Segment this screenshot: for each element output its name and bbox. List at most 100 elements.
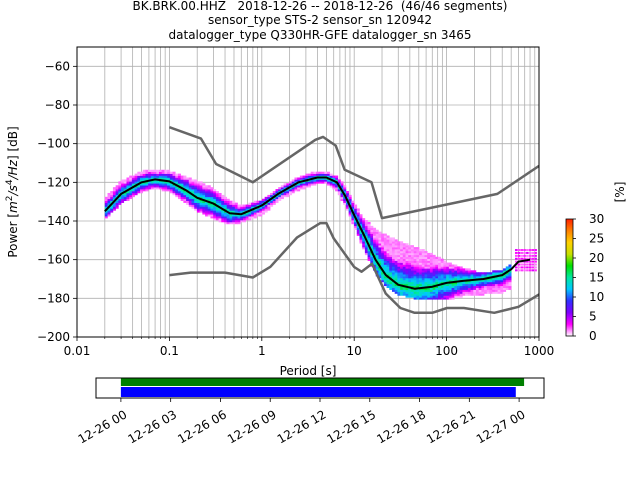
histogram-cell — [126, 179, 130, 182]
histogram-cell — [410, 252, 414, 256]
histogram-cell — [440, 276, 444, 279]
histogram-cell — [497, 276, 501, 279]
histogram-cell — [142, 187, 146, 190]
histogram-cell — [419, 283, 423, 287]
histogram-cell — [381, 279, 385, 283]
histogram-cell — [459, 276, 463, 279]
histogram-cell — [373, 250, 377, 254]
histogram-cell — [389, 262, 393, 265]
histogram-cell — [429, 252, 433, 256]
histogram-cell — [391, 285, 395, 288]
histogram-cell — [421, 272, 425, 275]
histogram-cell — [169, 187, 173, 190]
histogram-cell — [196, 202, 200, 205]
histogram-cell — [500, 270, 504, 273]
histogram-cell — [118, 181, 122, 184]
histogram-cell — [115, 206, 119, 209]
histogram-cell — [410, 281, 414, 285]
histogram-cell — [391, 249, 395, 252]
histogram-cell — [438, 297, 442, 300]
histogram-cell — [142, 171, 146, 174]
histogram-cell — [172, 181, 176, 184]
histogram-cell — [478, 283, 482, 287]
histogram-cell — [186, 192, 190, 196]
colorbar-tick-label: 15 — [589, 271, 604, 285]
histogram-cell — [400, 274, 404, 277]
histogram-cell — [289, 187, 293, 190]
histogram-cell — [416, 250, 420, 254]
histogram-cell — [378, 256, 382, 259]
histogram-cell — [370, 237, 374, 240]
histogram-cell — [440, 289, 444, 292]
histogram-cell — [145, 187, 149, 190]
histogram-cell — [186, 187, 190, 190]
histogram-cell — [148, 171, 152, 174]
histogram-cell — [226, 218, 230, 221]
histogram-cell — [134, 181, 138, 184]
histogram-cell — [454, 281, 458, 285]
histogram-cell — [289, 183, 293, 186]
histogram-cell — [416, 254, 420, 258]
histogram-cell — [318, 177, 322, 180]
histogram-cell — [408, 291, 412, 294]
histogram-cell — [140, 187, 144, 190]
histogram-cell — [427, 272, 431, 275]
histogram-cell — [457, 274, 461, 277]
histogram-cell — [205, 210, 209, 213]
histogram-cell — [467, 281, 471, 285]
histogram-cell — [520, 269, 524, 272]
histogram-cell — [370, 233, 374, 236]
histogram-cell — [475, 283, 479, 287]
histogram-cell — [408, 260, 412, 263]
histogram-cell — [421, 289, 425, 292]
histogram-cell — [446, 266, 450, 269]
histogram-cell — [335, 177, 339, 180]
histogram-cell — [169, 171, 173, 174]
histogram-cell — [492, 279, 496, 283]
histogram-cell — [218, 212, 222, 215]
histogram-cell — [259, 208, 263, 211]
histogram-cell — [345, 196, 349, 200]
histogram-cell — [432, 274, 436, 277]
histogram-cell — [180, 198, 184, 201]
histogram-cell — [278, 189, 282, 192]
histogram-cell — [517, 251, 521, 254]
histogram-cell — [419, 258, 423, 261]
histogram-cell — [531, 263, 535, 266]
histogram-cell — [424, 276, 428, 279]
histogram-cell — [302, 183, 306, 186]
histogram-cell — [381, 245, 385, 248]
histogram-cell — [473, 270, 477, 273]
histogram-cell — [316, 177, 320, 180]
histogram-cell — [229, 210, 233, 213]
histogram-cell — [310, 175, 314, 178]
histogram-cell — [145, 189, 149, 192]
histogram-cell — [256, 214, 260, 217]
histogram-cell — [234, 214, 238, 217]
histogram-cell — [523, 266, 526, 269]
histogram-cell — [183, 185, 187, 188]
histogram-cell — [402, 247, 406, 250]
histogram-cell — [508, 287, 512, 290]
histogram-cell — [383, 249, 387, 252]
histogram-cell — [234, 220, 238, 223]
histogram-cell — [370, 247, 374, 250]
histogram-cell — [451, 289, 455, 292]
histogram-cell — [180, 177, 184, 180]
histogram-cell — [226, 208, 230, 211]
histogram-cell — [517, 263, 521, 266]
histogram-cell — [489, 272, 493, 275]
histogram-cell — [137, 179, 141, 182]
histogram-cell — [459, 293, 463, 296]
histogram-cell — [424, 268, 428, 271]
histogram-cell — [410, 289, 414, 292]
histogram-cell — [503, 287, 507, 290]
histogram-cell — [413, 279, 417, 283]
histogram-cell — [364, 231, 368, 234]
histogram-cell — [199, 202, 203, 205]
histogram-cell — [528, 251, 532, 254]
histogram-cell — [475, 289, 479, 292]
histogram-cell — [234, 204, 238, 207]
histogram-cell — [481, 285, 485, 288]
